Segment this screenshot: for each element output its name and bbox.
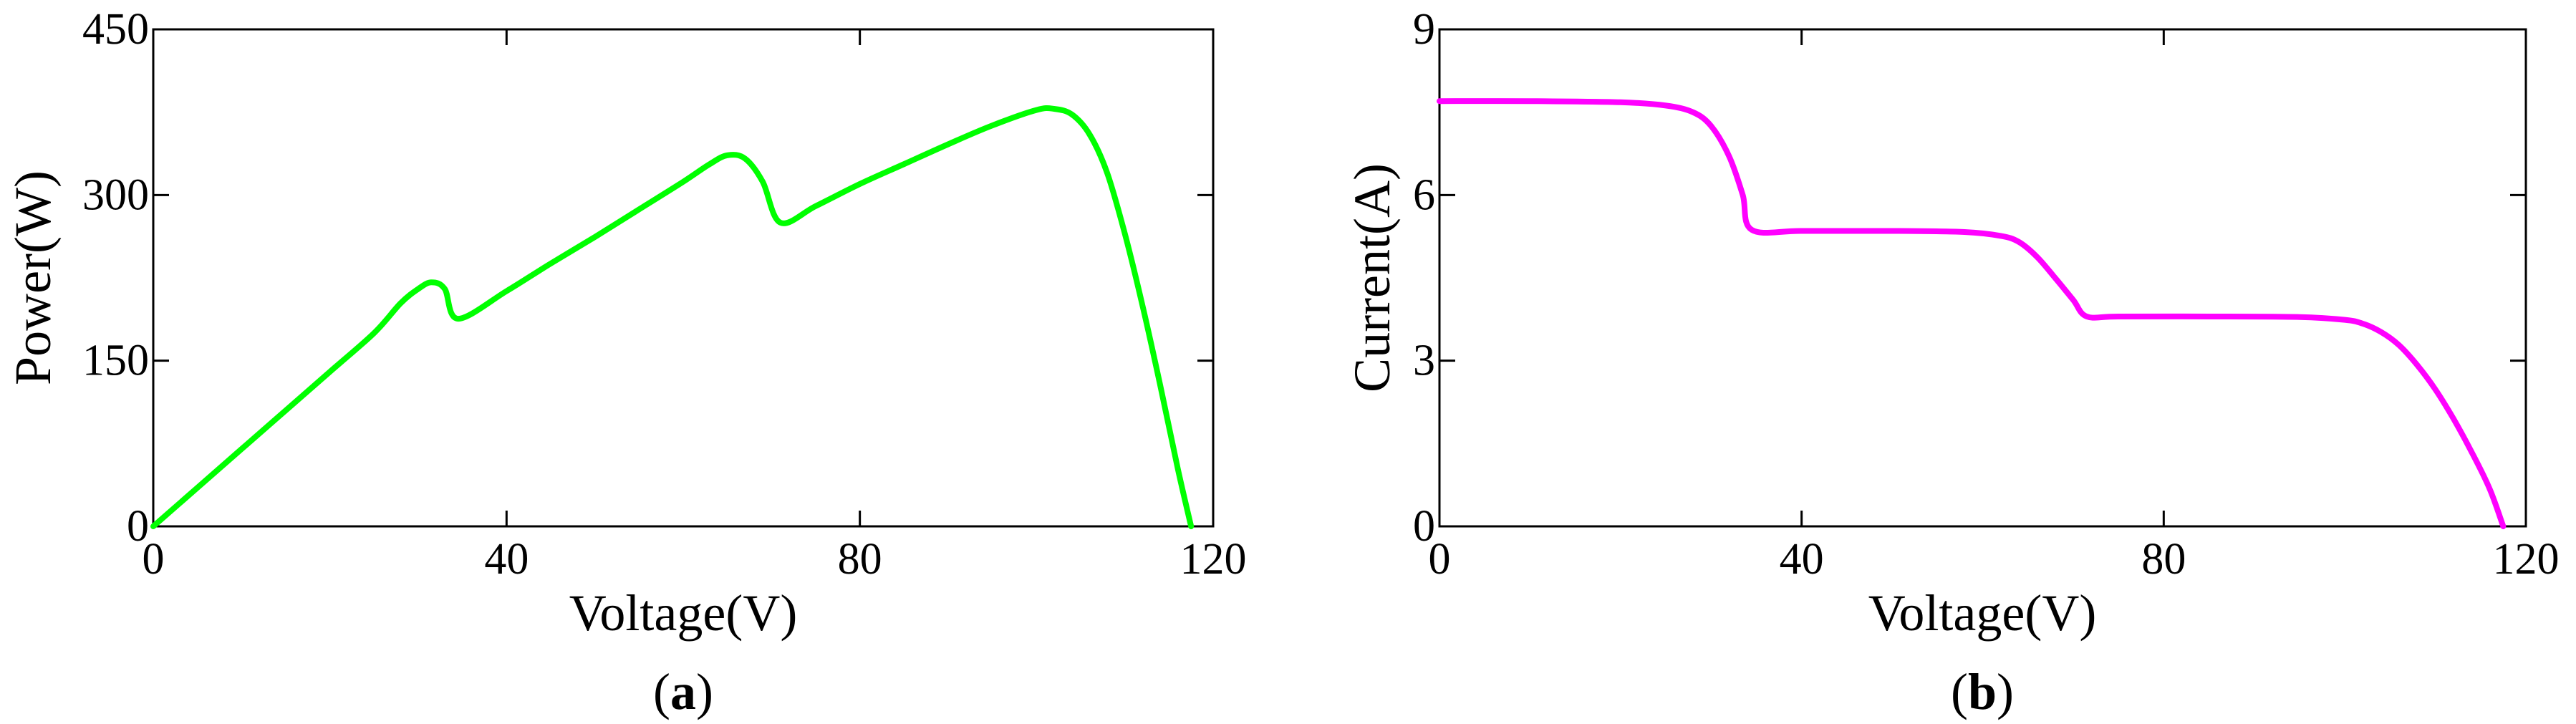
y-tick-label-b-0: 0 <box>1413 502 1435 551</box>
x-tick-label-b-2: 80 <box>2141 535 2186 584</box>
power-voltage-curve <box>150 105 1195 529</box>
tick-marks-b <box>1438 28 2527 528</box>
y-tick-label-a-2: 300 <box>82 170 149 219</box>
x-tick-label-a-2: 80 <box>838 535 882 584</box>
x-axis-label-b: Voltage(V) <box>1868 584 2097 642</box>
panel-caption-a: (a) <box>653 663 713 720</box>
tick-marks-a <box>152 28 1215 528</box>
y-axis-label-b: Current(A) <box>1344 163 1401 392</box>
y-tick-label-a-3: 450 <box>82 5 149 54</box>
x-tick-label-b-1: 40 <box>1780 535 1824 584</box>
y-tick-labels-b: 0 3 6 9 <box>1413 5 1435 551</box>
panel-caption-b: (b) <box>1951 663 2014 720</box>
panel-caption-letter-a: a <box>670 663 696 720</box>
y-tick-label-a-1: 150 <box>82 337 149 385</box>
y-tick-labels-a: 0 150 300 450 <box>82 5 149 551</box>
x-tick-labels-a: 0 40 80 120 <box>143 535 1247 584</box>
x-tick-label-b-0: 0 <box>1429 535 1451 584</box>
x-tick-label-b-3: 120 <box>2493 535 2560 584</box>
current-voltage-curve <box>1437 98 2507 529</box>
x-axis-label-a: Voltage(V) <box>569 584 798 642</box>
y-tick-label-b-3: 9 <box>1413 5 1435 54</box>
y-tick-label-b-2: 6 <box>1413 170 1435 219</box>
x-tick-label-a-1: 40 <box>484 535 529 584</box>
y-tick-label-a-0: 0 <box>127 502 149 551</box>
y-tick-label-b-1: 3 <box>1413 337 1435 385</box>
x-tick-label-a-0: 0 <box>143 535 165 584</box>
panel-b: 0 3 6 9 0 40 80 120 Voltage(V) Current(A) (b) <box>1344 5 2560 720</box>
x-tick-label-a-3: 120 <box>1180 535 1247 584</box>
axes-frame-b <box>1438 28 2527 528</box>
axes-frame-a <box>152 28 1215 528</box>
x-tick-labels-b: 0 40 80 120 <box>1429 535 2560 584</box>
panel-caption-letter-b: b <box>1968 663 1997 720</box>
y-axis-label-a: Power(W) <box>4 170 62 385</box>
